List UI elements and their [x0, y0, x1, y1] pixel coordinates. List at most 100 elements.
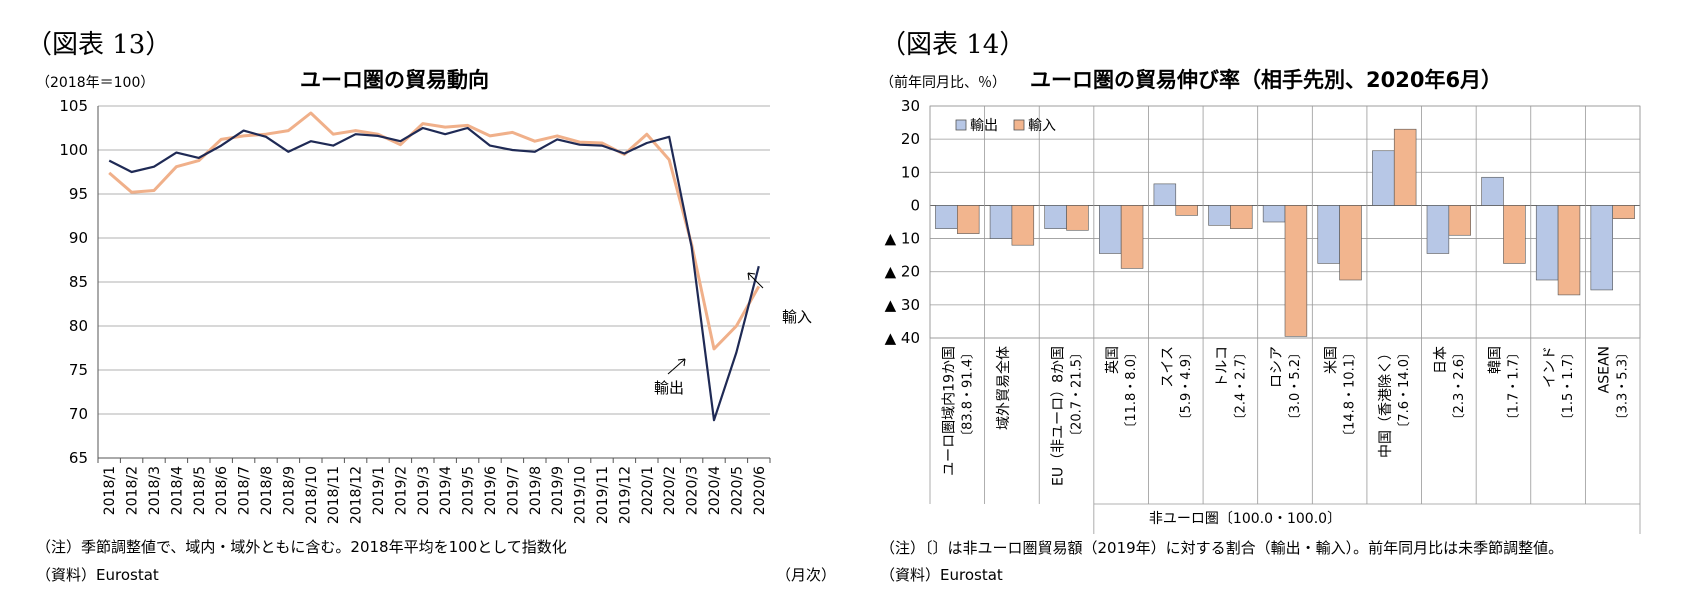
bar-category-share-label: 〔20.7・21.5〕: [1070, 346, 1085, 443]
bar-category-share-label: 〔3.0・5.2〕: [1288, 346, 1303, 426]
line-x-tick-label: 2018/9: [281, 466, 297, 515]
bar-category-label: EU（非ユーロ）8か国: [1051, 346, 1067, 486]
line-x-tick-label: 2019/2: [393, 466, 409, 515]
import-bar: [1448, 205, 1471, 236]
line-x-tick-label: 2018/5: [192, 466, 208, 515]
bar-category-label: ユーロ圏域内19か国: [941, 346, 957, 476]
right-unit-label: （前年同月比、％）: [880, 75, 1006, 91]
bar-y-tick-label: 30: [901, 97, 920, 115]
bar-y-tick-label: ▲ 40: [885, 329, 920, 347]
bar-y-tick-label: 0: [910, 196, 920, 214]
legend-export-label: 輸出: [970, 118, 998, 134]
line-x-tick-label: 2018/7: [237, 466, 253, 515]
bar-chart-legend: 輸出 輸入: [955, 118, 1056, 134]
bar-y-tick-label: ▲ 30: [885, 296, 920, 314]
import-arrow-head: [747, 272, 756, 281]
line-chart-y-tick-labels: 65 70 75 80 85 90 95 100 105: [59, 97, 88, 467]
bar-category-share-label: 〔5.9・4.9〕: [1179, 346, 1194, 426]
bar-category-label: 日本: [1433, 346, 1449, 374]
line-x-tick-label: 2018/4: [169, 466, 185, 515]
figure-13-label: （図表 13）: [26, 30, 172, 60]
line-x-tick-label: 2018/11: [326, 466, 342, 524]
legend-import-swatch: [1013, 119, 1025, 131]
line-x-tick-label: 2020/2: [662, 466, 678, 515]
line-x-tick-label: 2019/6: [483, 466, 499, 515]
line-x-tick-label: 2018/1: [102, 466, 118, 515]
bar-category-label: ASEAN: [1597, 346, 1613, 393]
line-y-tick-label: 75: [69, 361, 88, 379]
export-bar: [1317, 205, 1340, 264]
line-x-tick-label: 2019/7: [505, 466, 521, 515]
import-bar: [1175, 205, 1198, 216]
export-arrow-line: [667, 358, 686, 375]
left-unit-label: （2018年＝100）: [36, 75, 155, 91]
line-x-tick-label: 2019/10: [573, 466, 589, 524]
export-arrow-head: [677, 358, 686, 367]
line-y-tick-label: 65: [69, 449, 88, 467]
bar-category-label: 域外貿易全体: [995, 346, 1012, 430]
line-x-tick-label: 2018/10: [304, 466, 320, 524]
left-note: （注）季節調整値で、域内・域外ともに含む。2018年平均を100として指数化: [36, 538, 567, 556]
figure-14-label: （図表 14）: [880, 30, 1026, 60]
import-bar: [957, 205, 980, 234]
bar-category-share-label: 〔11.8・8.0〕: [1124, 346, 1139, 435]
line-x-tick-label: 2018/12: [349, 466, 365, 524]
line-y-tick-label: 70: [69, 405, 88, 423]
line-x-tick-label: 2019/8: [528, 466, 544, 515]
bar-category-label: スイス: [1160, 346, 1176, 388]
line-y-tick-label: 95: [69, 185, 88, 203]
line-chart-x-tick-labels: 2018/1 2018/2 2018/3 2018/4 2018/5 2018/6 2018…: [102, 466, 768, 524]
import-series-line: [108, 111, 761, 351]
line-chart-grid: [97, 105, 771, 463]
line-chart-annotations: 輸入 輸出: [654, 272, 812, 397]
line-x-tick-label: 2018/3: [147, 466, 163, 515]
right-chart-title: ユーロ圏の貿易伸び率（相手先別、2020年6月）: [1030, 68, 1503, 92]
line-x-tick-label: 2019/4: [438, 466, 454, 515]
bar-group-label: 非ユーロ圏〔100.0・100.0〕: [1149, 511, 1341, 527]
export-bar: [989, 205, 1013, 239]
line-x-tick-label: 2019/12: [617, 466, 633, 524]
import-bar: [1120, 205, 1144, 269]
left-source: （資料）Eurostat: [36, 566, 159, 584]
bar-chart-y-tick-labels: 30 20 10 0 ▲ 10 ▲ 20 ▲ 30 ▲ 40: [885, 97, 920, 347]
right-note: （注）〔〕は非ユーロ圏貿易額（2019年）に対する割合（輸出・輸入）。前年同月比…: [880, 539, 1564, 557]
bar-category-label: トルコ: [1214, 346, 1230, 388]
left-period-label: （月次）: [776, 566, 837, 584]
bar-category-share-label: 〔3.3・5.3〕: [1616, 346, 1631, 426]
line-x-tick-label: 2020/5: [729, 466, 745, 515]
bar-category-share-label: 〔2.4・2.7〕: [1233, 346, 1248, 426]
left-chart-title: ユーロ圏の貿易動向: [300, 68, 489, 92]
export-bar: [1153, 183, 1177, 206]
bar-category-label: ロシア: [1269, 346, 1285, 388]
bar-y-tick-label: ▲ 10: [885, 230, 920, 248]
export-bar: [1590, 205, 1613, 291]
line-chart-series: [108, 111, 761, 422]
line-y-tick-label: 100: [59, 141, 88, 159]
line-x-tick-label: 2019/1: [371, 466, 387, 515]
import-bar: [1230, 205, 1253, 229]
export-bar: [1262, 205, 1286, 223]
export-annotation: 輸出: [654, 379, 684, 397]
bar-category-label: 米国: [1324, 346, 1340, 374]
line-x-tick-label: 2020/3: [685, 466, 701, 515]
bar-category-label: インド: [1542, 346, 1558, 388]
import-bar: [1557, 205, 1581, 296]
bar-y-tick-label: 20: [901, 130, 920, 148]
bar-category-label: 英国: [1104, 346, 1121, 374]
export-bar: [1208, 205, 1231, 226]
line-x-tick-label: 2020/4: [707, 466, 723, 515]
bar-category-share-label: 〔7.6・14.0〕: [1397, 346, 1412, 435]
export-bar: [1044, 205, 1067, 229]
line-x-tick-label: 2018/2: [125, 466, 141, 515]
line-x-tick-label: 2020/6: [752, 466, 768, 515]
line-x-tick-label: 2020/1: [640, 466, 656, 515]
export-bar: [1481, 176, 1504, 206]
import-bar: [1011, 205, 1035, 246]
line-x-tick-label: 2019/5: [461, 466, 477, 515]
bar-category-share-label: 〔2.3・2.6〕: [1452, 346, 1467, 426]
bar-y-tick-label: 10: [901, 163, 920, 181]
line-y-tick-label: 90: [69, 229, 88, 247]
export-bar: [1535, 205, 1559, 281]
